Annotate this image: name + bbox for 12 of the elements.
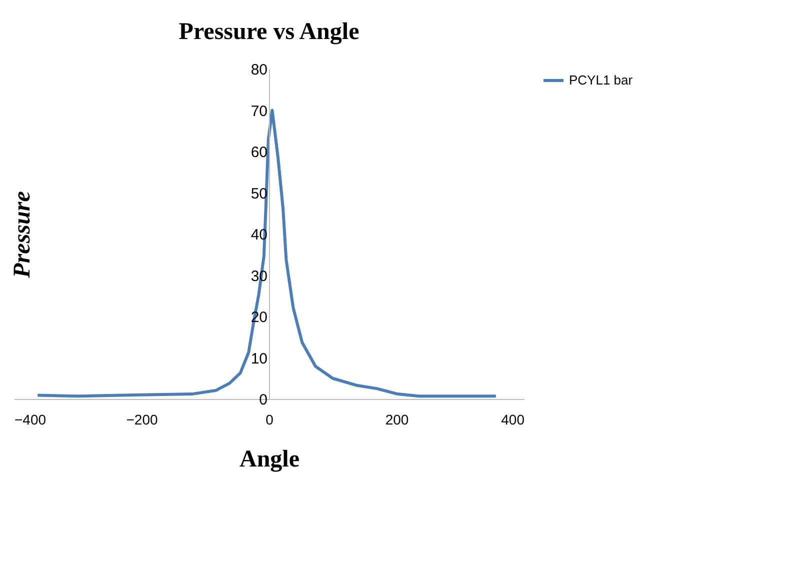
y-tick-label: 0 bbox=[259, 392, 268, 408]
y-axis-title: Pressure bbox=[10, 190, 36, 279]
y-tick-label: 10 bbox=[250, 350, 268, 368]
chart-title: Pressure vs Angle bbox=[178, 19, 360, 45]
x-tick-label: 400 bbox=[501, 412, 525, 428]
legend-label: PCYL1 bar bbox=[569, 72, 634, 88]
x-axis-title: Angle bbox=[240, 446, 300, 472]
x-tick-label: −400 bbox=[14, 412, 46, 428]
x-tick-label: 200 bbox=[385, 412, 409, 428]
y-tick-label: 70 bbox=[250, 102, 268, 120]
x-tick-label: −200 bbox=[126, 412, 158, 428]
y-tick-label: 80 bbox=[250, 62, 268, 78]
